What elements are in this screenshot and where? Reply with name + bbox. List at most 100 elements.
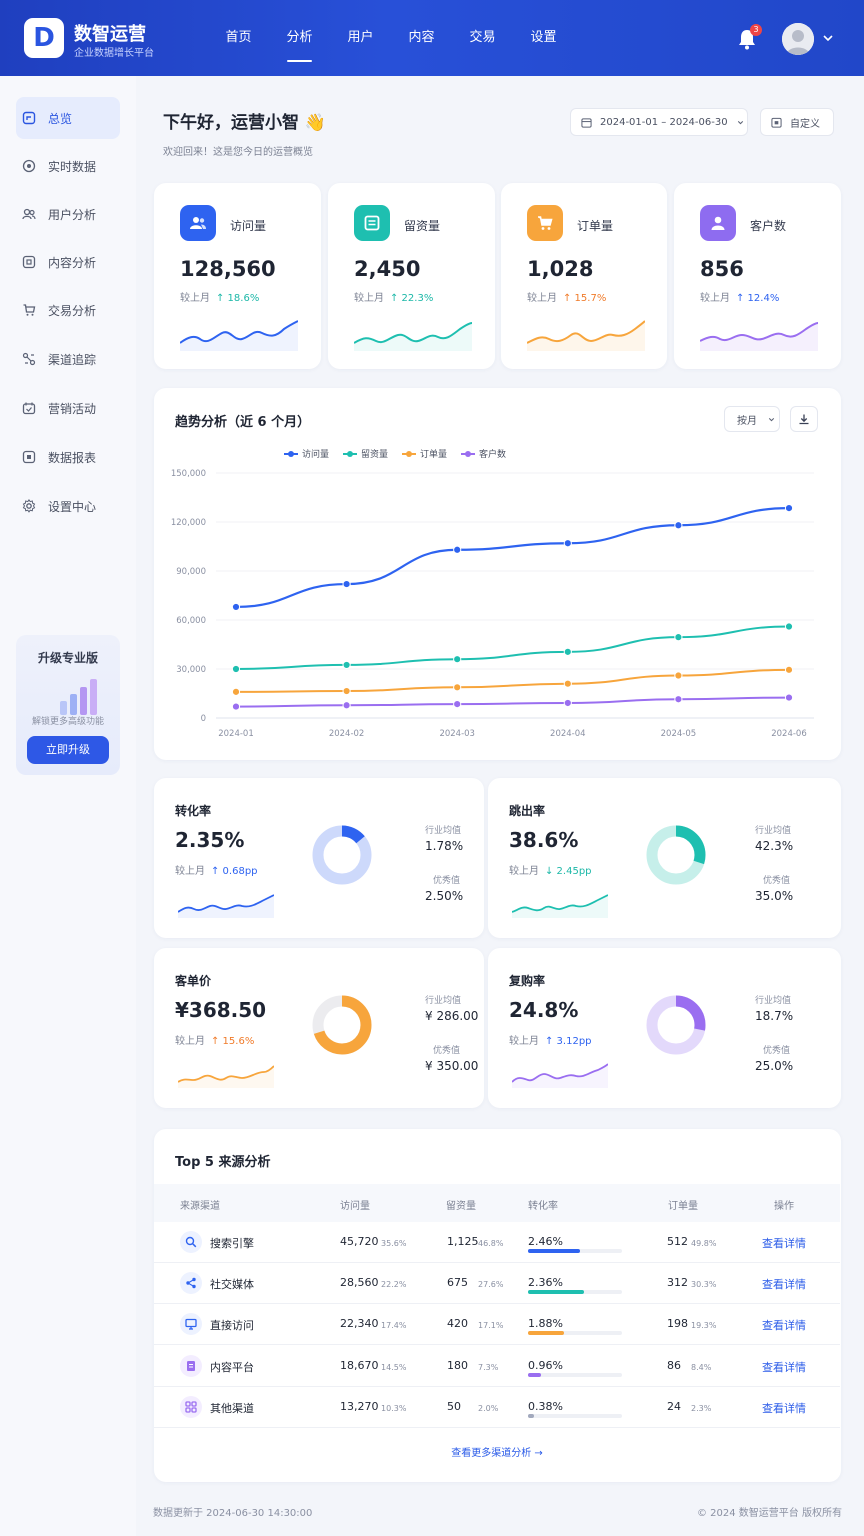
upgrade-title: 升级专业版	[37, 651, 98, 665]
donut-segment	[646, 825, 706, 885]
nav-content[interactable]: 内容	[408, 30, 435, 45]
view-detail-link[interactable]: 查看详情	[762, 1278, 806, 1292]
view-detail-link[interactable]: 查看详情	[762, 1237, 806, 1250]
data-point[interactable]	[453, 700, 462, 709]
nav-trade[interactable]: 交易	[469, 30, 496, 45]
sidebar-item-label: 营销活动	[48, 401, 97, 416]
data-point[interactable]	[342, 660, 351, 670]
leads-value: 50	[447, 1399, 461, 1413]
benchmark-label: 行业均值	[755, 826, 792, 836]
logo-letter: D	[33, 23, 55, 53]
data-point[interactable]	[342, 701, 351, 710]
data-point[interactable]	[784, 665, 794, 674]
data-point[interactable]	[563, 647, 572, 656]
kpi-compare-label: 较上月	[354, 293, 384, 304]
users-icon	[180, 205, 216, 241]
kpi-card-orders[interactable]: 订单量 1,028 较上月 ↑ 15.7%	[501, 183, 667, 369]
legend-swatch	[284, 450, 298, 457]
benchmark-label: 优秀值	[433, 1046, 461, 1056]
period-select[interactable]: 按月	[724, 406, 780, 432]
sparkline-line	[178, 1065, 274, 1083]
sidebar-item-realtime[interactable]: 实时数据	[16, 145, 120, 187]
data-point[interactable]	[231, 664, 241, 674]
conversion-bar	[528, 1331, 622, 1336]
data-point[interactable]	[231, 702, 241, 711]
metric-compare: 较上月 ↓ 2.45pp	[509, 862, 592, 877]
leads-share: 2.0%	[478, 1403, 499, 1413]
sidebar-item-content-analysis[interactable]: 内容分析	[16, 241, 120, 283]
data-point[interactable]	[563, 539, 572, 548]
legend-item[interactable]: 订单量	[402, 447, 447, 460]
legend-item[interactable]: 客户数	[461, 447, 506, 460]
nav-settings[interactable]: 设置	[530, 30, 557, 45]
avatar[interactable]	[782, 23, 814, 55]
benchmark-best: 2.50%	[425, 889, 464, 903]
data-point[interactable]	[453, 655, 462, 664]
data-point[interactable]	[784, 504, 794, 513]
legend-item[interactable]: 访问量	[284, 447, 329, 460]
data-point[interactable]	[674, 671, 683, 680]
kpi-compare-label: 较上月	[700, 293, 730, 304]
donut-segment	[312, 995, 372, 1055]
more-channels-link[interactable]: 查看更多渠道分析 →	[451, 1448, 543, 1459]
conversion-bar-fill	[528, 1290, 585, 1295]
data-point[interactable]	[784, 693, 794, 702]
benchmark-best: 35.0%	[755, 889, 794, 903]
data-point[interactable]	[674, 521, 683, 530]
orders-share: 30.3%	[691, 1280, 717, 1290]
sidebar-item-campaign[interactable]: 营销活动	[16, 387, 120, 429]
x-tick-label: 2024-03	[439, 729, 475, 739]
view-detail-link[interactable]: 查看详情	[762, 1401, 806, 1415]
sidebar-item-user-analysis[interactable]: 用户分析	[16, 193, 120, 235]
view-detail-link[interactable]: 查看详情	[762, 1360, 806, 1374]
data-point[interactable]	[453, 545, 462, 554]
data-point[interactable]	[453, 683, 462, 692]
series-line	[235, 507, 790, 609]
table-row[interactable]: 社交媒体 28,560 22.2% 675 27.6% 2.36% 312 30.3% 查看详情	[154, 1263, 840, 1305]
nav-analysis[interactable]: 分析	[269, 0, 330, 76]
sidebar-item-report[interactable]: 数据报表	[16, 436, 120, 478]
chevron-down-icon[interactable]	[822, 32, 834, 44]
benchmark-best: 25.0%	[755, 1059, 794, 1073]
sidebar-item-channel[interactable]: 渠道追踪	[16, 338, 120, 380]
kpi-card-leads[interactable]: 留资量 2,450 较上月 ↑ 22.3%	[328, 183, 495, 369]
download-button[interactable]	[790, 406, 818, 432]
table-row[interactable]: 内容平台 18,670 14.5% 180 7.3% 0.96% 86 8.4% 查看详情	[154, 1346, 840, 1387]
nav-users[interactable]: 用户	[347, 30, 374, 45]
orders-value: 24	[667, 1399, 681, 1413]
data-point[interactable]	[563, 679, 572, 688]
data-point[interactable]	[563, 698, 572, 708]
conversion-bar	[528, 1249, 622, 1253]
data-point[interactable]	[231, 687, 241, 696]
logo[interactable]: D	[24, 18, 64, 58]
data-point[interactable]	[674, 695, 683, 704]
data-point[interactable]	[342, 579, 351, 589]
x-tick-label: 2024-04	[550, 729, 586, 739]
nav-home[interactable]: 首页	[225, 30, 252, 45]
date-range-picker[interactable]: 2024-01-01 – 2024-06-30	[570, 108, 748, 136]
data-point[interactable]	[231, 602, 241, 612]
data-point[interactable]	[784, 622, 794, 631]
table-row[interactable]: 直接访问 22,340 17.4% 420 17.1% 1.88% 198 19.3% 查看详情	[154, 1304, 840, 1346]
conversion-bar-fill	[528, 1372, 542, 1377]
kpi-label: 订单量	[577, 219, 614, 233]
conversion-value: 0.96%	[528, 1358, 563, 1372]
table-row[interactable]: 搜索引擎 45,720 35.6% 1,125 46.8% 2.46% 512 49.8% 查看…	[154, 1222, 840, 1263]
bar-chart-illustration-icon	[60, 679, 97, 715]
period-label: 按月	[737, 415, 757, 427]
legend-item[interactable]: 留资量	[343, 447, 388, 460]
view-detail-link[interactable]: 查看详情	[762, 1319, 806, 1333]
kpi-card-visits[interactable]: 访问量 128,560 较上月 ↑ 18.6%	[154, 183, 321, 369]
sidebar-item-trade-analysis[interactable]: 交易分析	[16, 289, 120, 331]
data-updated-time: 数据更新于 2024-06-30 14:30:00	[153, 1508, 313, 1519]
kpi-card-customers[interactable]: 客户数 856 较上月 ↑ 12.4%	[674, 183, 841, 369]
leads-value: 1,125	[447, 1235, 479, 1248]
table-row[interactable]: 其他渠道 13,270 10.3% 50 2.0% 0.38% 24 2.3% 查看详情	[154, 1387, 840, 1428]
legend-swatch	[343, 450, 358, 457]
upgrade-button[interactable]: 立即升级	[27, 736, 109, 764]
sidebar-item-overview[interactable]: 总览	[16, 97, 120, 139]
data-point[interactable]	[342, 686, 351, 696]
custom-range-button[interactable]: 自定义	[760, 108, 834, 136]
sidebar-item-settings[interactable]: 设置中心	[16, 485, 120, 527]
data-point[interactable]	[674, 633, 683, 642]
